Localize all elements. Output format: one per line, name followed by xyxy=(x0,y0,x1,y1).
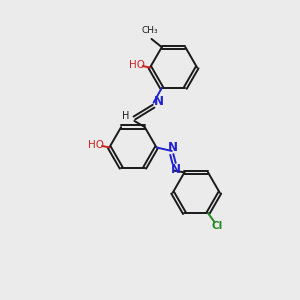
Text: Cl: Cl xyxy=(212,221,223,231)
Text: HO: HO xyxy=(88,140,104,150)
Text: N: N xyxy=(171,163,181,176)
Text: H: H xyxy=(122,111,130,121)
Text: N: N xyxy=(168,141,178,154)
Text: N: N xyxy=(154,95,164,108)
Text: HO: HO xyxy=(129,60,145,70)
Text: CH₃: CH₃ xyxy=(142,26,158,35)
